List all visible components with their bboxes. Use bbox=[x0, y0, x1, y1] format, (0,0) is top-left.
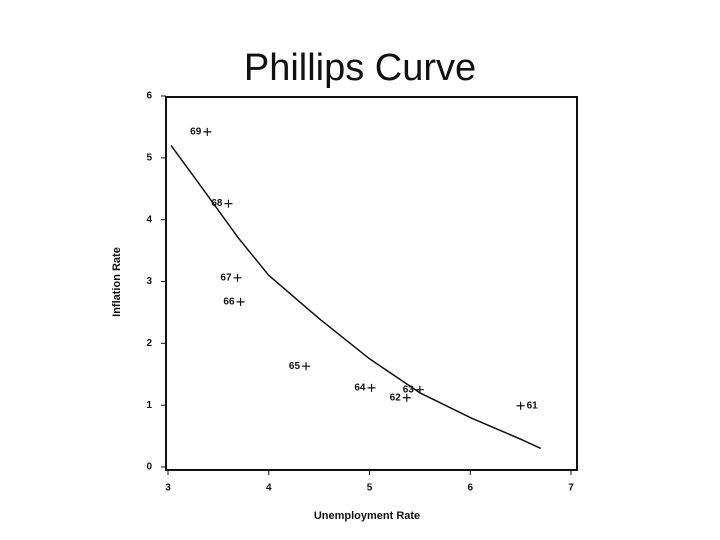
point-label: 62 bbox=[390, 392, 402, 403]
x-tick-label: 3 bbox=[165, 483, 171, 494]
x-tick-label: 7 bbox=[568, 483, 574, 494]
y-tick-label: 3 bbox=[146, 276, 152, 287]
point-marker bbox=[233, 273, 242, 282]
y-tick-label: 6 bbox=[146, 91, 152, 102]
point-marker bbox=[367, 383, 376, 392]
point-marker bbox=[415, 385, 424, 394]
point-marker bbox=[516, 401, 525, 410]
point-label: 68 bbox=[211, 198, 223, 209]
x-tick-label: 4 bbox=[266, 483, 272, 494]
point-label: 61 bbox=[527, 400, 539, 411]
point-marker bbox=[236, 297, 245, 306]
point-marker bbox=[224, 199, 233, 208]
point-label: 66 bbox=[223, 297, 235, 308]
point-label: 67 bbox=[220, 272, 232, 283]
y-tick-label: 1 bbox=[146, 400, 152, 411]
y-tick-label: 5 bbox=[146, 152, 152, 163]
plot-frame bbox=[165, 96, 578, 471]
x-tick-label: 5 bbox=[367, 483, 373, 494]
point-label: 65 bbox=[289, 361, 301, 372]
y-tick-label: 0 bbox=[146, 462, 152, 473]
point-label: 64 bbox=[354, 382, 366, 393]
point-label: 69 bbox=[190, 127, 202, 138]
y-axis-label: Inflation Rate bbox=[111, 247, 123, 317]
point-label: 63 bbox=[403, 384, 415, 395]
point-marker bbox=[203, 127, 212, 136]
x-tick-label: 6 bbox=[467, 483, 473, 494]
x-axis-label: Unemployment Rate bbox=[314, 510, 420, 522]
chart-title: Phillips Curve bbox=[244, 47, 476, 89]
y-tick-label: 2 bbox=[146, 338, 152, 349]
point-marker bbox=[302, 362, 311, 371]
point-marker bbox=[402, 393, 411, 402]
phillips-curve bbox=[170, 145, 542, 450]
y-tick-label: 4 bbox=[146, 214, 152, 225]
